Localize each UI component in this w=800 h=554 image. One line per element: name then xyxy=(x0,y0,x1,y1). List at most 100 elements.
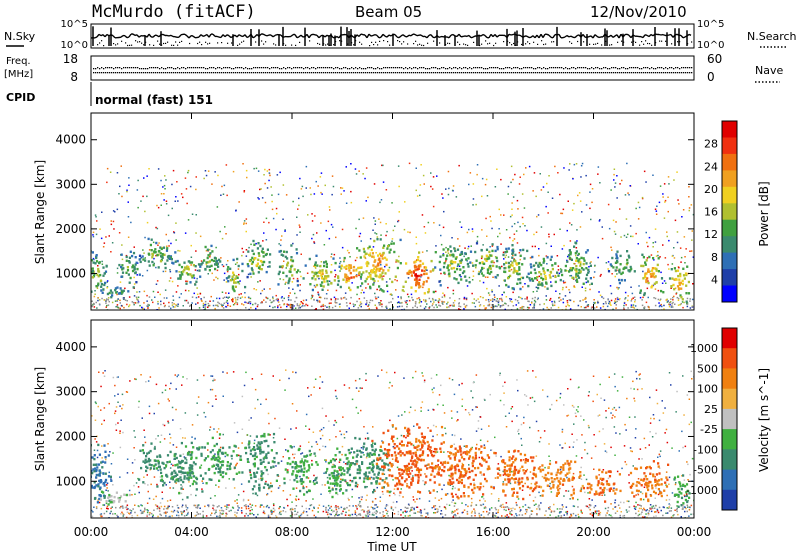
echo-point xyxy=(277,193,280,196)
echo-cell xyxy=(234,277,237,280)
nave-point xyxy=(511,72,513,74)
echo-cell xyxy=(614,269,617,272)
echo-point xyxy=(106,484,108,486)
nsearch-point xyxy=(631,41,633,43)
echo-point xyxy=(157,469,159,472)
echo-point xyxy=(100,385,102,388)
echo-point xyxy=(457,238,459,240)
echo-cell xyxy=(518,262,521,265)
echo-point xyxy=(96,456,99,459)
freq-point xyxy=(295,67,297,69)
echo-point xyxy=(292,277,295,280)
nave-point xyxy=(283,72,285,74)
ground-scatter-point xyxy=(669,301,672,303)
echo-point xyxy=(557,265,560,267)
echo-cell xyxy=(677,274,680,278)
ground-scatter-point xyxy=(599,307,602,309)
nave-point xyxy=(131,72,133,74)
echo-cell xyxy=(282,254,285,257)
echo-cell xyxy=(651,284,654,288)
echo-cell xyxy=(410,286,413,289)
echo-point xyxy=(158,507,161,510)
echo-cell xyxy=(317,274,320,278)
echo-point xyxy=(546,263,548,265)
echo-point xyxy=(580,165,583,167)
echo-cell xyxy=(268,265,271,268)
ground-scatter-point xyxy=(175,304,178,307)
echo-point xyxy=(509,482,512,485)
freq-point xyxy=(515,67,517,69)
ground-scatter-point xyxy=(432,303,434,305)
echo-point xyxy=(468,183,470,186)
echo-cell xyxy=(346,275,349,279)
echo-point xyxy=(425,306,427,308)
echo-cell xyxy=(379,273,382,276)
echo-point xyxy=(135,482,138,484)
freq-point xyxy=(139,68,141,70)
echo-cell xyxy=(277,272,280,276)
nave-point xyxy=(289,72,291,74)
echo-cell xyxy=(180,271,183,274)
echo-cell xyxy=(121,291,124,294)
echo-point xyxy=(435,245,437,247)
nsky-segment xyxy=(396,36,400,39)
nave-point xyxy=(657,72,659,74)
echo-point xyxy=(243,223,245,225)
echo-point xyxy=(160,179,162,182)
echo-point xyxy=(451,237,453,239)
echo-point xyxy=(472,275,475,277)
echo-cell xyxy=(376,267,379,270)
nave-point xyxy=(637,72,639,74)
echo-point xyxy=(165,484,167,486)
nsearch-point xyxy=(127,44,129,47)
echo-point xyxy=(498,228,500,230)
nsearch-point xyxy=(401,43,403,45)
echo-point xyxy=(356,463,358,465)
ground-scatter-point xyxy=(107,304,110,306)
freq-point xyxy=(371,67,373,69)
echo-point xyxy=(513,515,516,518)
echo-point xyxy=(593,301,595,304)
echo-point xyxy=(559,468,562,471)
echo-point xyxy=(263,510,265,512)
echo-point xyxy=(421,251,424,253)
echo-cell xyxy=(374,259,377,262)
echo-cell xyxy=(614,261,617,264)
echo-point xyxy=(187,171,189,174)
echo-point xyxy=(223,184,226,187)
ground-scatter-point xyxy=(234,297,237,299)
echo-point xyxy=(245,169,248,172)
ground-scatter-point xyxy=(318,300,321,302)
echo-cell xyxy=(507,276,510,280)
nsearch-point xyxy=(329,44,331,46)
echo-point xyxy=(280,460,283,462)
echo-cell xyxy=(607,270,611,273)
echo-cell xyxy=(251,256,254,260)
ground-scatter-point xyxy=(116,305,118,307)
echo-point xyxy=(553,503,555,506)
nave-point xyxy=(639,72,641,74)
ground-scatter-point xyxy=(147,305,149,308)
echo-point xyxy=(623,304,625,307)
echo-cell xyxy=(620,278,623,282)
echo-point xyxy=(169,270,172,273)
freq-point xyxy=(175,68,177,70)
ground-scatter-point xyxy=(606,305,609,308)
freq-point xyxy=(655,68,657,70)
echo-point xyxy=(225,164,228,166)
echo-point xyxy=(561,248,564,250)
nsearch-point xyxy=(141,42,143,44)
echo-cell xyxy=(489,267,492,270)
echo-point xyxy=(237,268,240,270)
ground-scatter-point xyxy=(668,302,671,304)
freq-point xyxy=(113,68,115,70)
echo-cell xyxy=(87,275,89,277)
ground-scatter-point xyxy=(324,305,326,307)
echo-cell xyxy=(114,287,117,290)
echo-point xyxy=(235,515,238,518)
echo-point xyxy=(451,417,453,419)
freq-point xyxy=(105,67,107,69)
echo-point xyxy=(324,184,326,187)
ground-scatter-point xyxy=(504,302,506,305)
nsky-segment xyxy=(100,33,104,37)
